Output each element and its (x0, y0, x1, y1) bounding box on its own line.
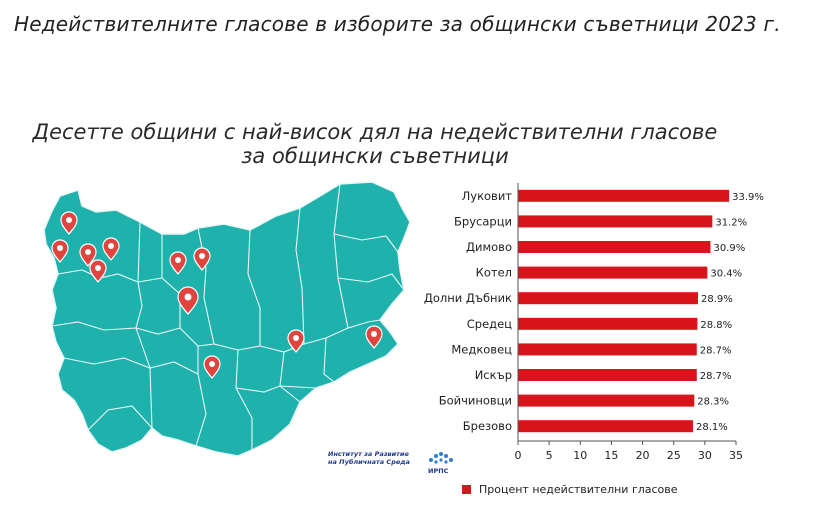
map-pins (51, 211, 383, 379)
category-label: Средец (467, 317, 512, 331)
map-pin (177, 286, 199, 315)
data-label: 28.1% (696, 422, 728, 433)
legend-label: Процент недействителни гласове (479, 482, 678, 496)
data-label: 31.2% (715, 217, 747, 228)
map-pin (193, 247, 211, 271)
map-pin (79, 243, 97, 267)
bar (518, 369, 697, 381)
data-label: 30.4% (710, 269, 742, 280)
category-label: Брусарци (454, 214, 512, 228)
data-label: 30.9% (713, 243, 745, 254)
data-label: 33.9% (732, 192, 764, 203)
chart-title-block: Десетте общини с най-висок дял на недейс… (30, 120, 720, 168)
map-pin (287, 329, 305, 353)
chart-legend: Процент недействителни гласове (462, 481, 678, 497)
region-borders (51, 183, 405, 450)
bar (518, 292, 699, 305)
data-label: 28.8% (700, 320, 732, 331)
bar (518, 343, 697, 356)
x-tick-label: 25 (667, 449, 681, 462)
logo-line-1: Институт за Развитие (328, 450, 409, 458)
x-tick-label: 30 (698, 449, 712, 462)
category-label: Котел (476, 266, 512, 280)
bar (518, 266, 708, 279)
category-label: Медковец (451, 342, 512, 356)
category-label: Бойчиновци (439, 394, 512, 408)
logo-abbr: ИРПС (428, 467, 449, 475)
bar (518, 317, 698, 330)
data-label: 28.3% (697, 397, 729, 408)
bar (518, 241, 711, 253)
logo-text: Институт за Развитие на Публичната Среда (328, 450, 424, 466)
map-pin (51, 239, 69, 263)
bar (518, 215, 713, 228)
map-pin (203, 355, 221, 379)
irps-logo: Институт за Развитие на Публичната Среда… (328, 450, 458, 476)
category-label: Брезово (463, 419, 512, 433)
category-label: Искър (475, 368, 512, 382)
map-outline (43, 181, 411, 457)
x-tick-label: 35 (729, 449, 743, 462)
chart-subtitle: за общински съветници (241, 144, 509, 168)
x-tick-label: 15 (604, 449, 618, 462)
data-label: 28.7% (700, 371, 732, 382)
map-pin (169, 251, 187, 275)
map-pin (60, 211, 78, 235)
bar (518, 394, 695, 407)
logo-mark-icon (429, 452, 453, 464)
bar (518, 189, 730, 202)
x-tick-label: 10 (573, 449, 587, 462)
x-tick-label: 5 (546, 449, 553, 462)
bulgaria-map (43, 181, 411, 457)
data-label: 28.9% (701, 294, 733, 305)
page-title: Недействителните гласове в изборите за о… (14, 12, 781, 36)
data-label: 28.7% (700, 345, 732, 356)
x-tick-label: 0 (515, 449, 522, 462)
map-pin (365, 325, 383, 349)
x-tick-label: 20 (636, 449, 650, 462)
category-label: Димово (466, 240, 512, 254)
map-pin (102, 237, 120, 261)
legend-swatch (462, 484, 471, 494)
category-label: Луковит (462, 189, 513, 203)
bar (518, 420, 694, 433)
category-label: Долни Дъбник (424, 291, 512, 305)
logo-line-2: на Публичната Среда (328, 458, 410, 466)
chart-title: Десетте общини с най-висок дял на недейс… (32, 120, 718, 144)
map-pin (89, 259, 107, 283)
